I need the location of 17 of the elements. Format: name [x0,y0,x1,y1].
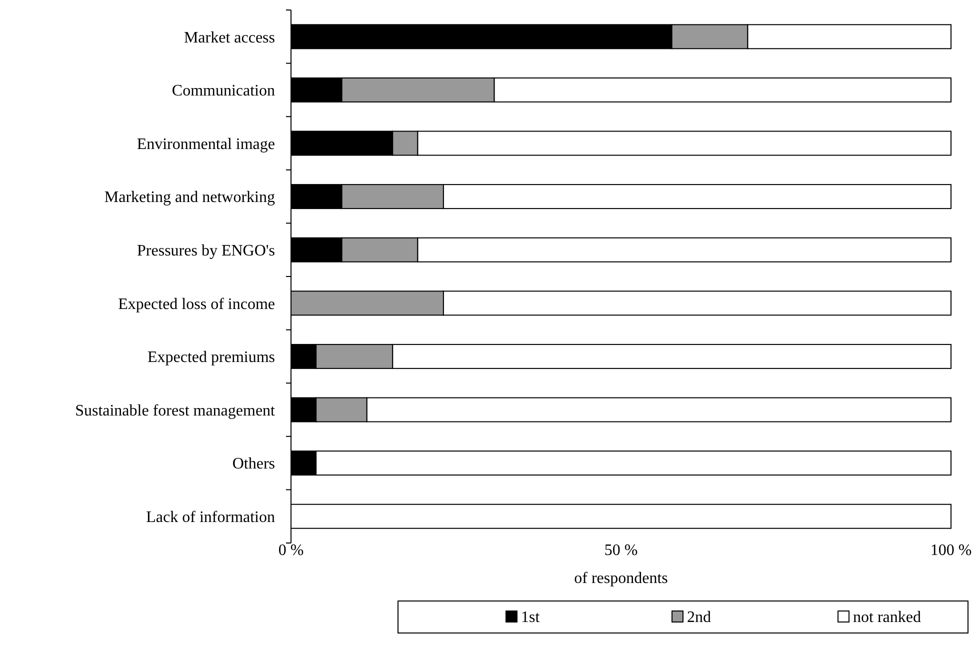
y-tick-label: Communication [172,82,275,100]
legend-label: 2nd [687,609,711,626]
y-tick-label: Marketing and networking [104,189,275,206]
y-tick-label: Pressures by ENGO's [137,242,275,260]
x-axis-title: of respondents [574,570,668,587]
x-tick-label: 100 % [930,542,972,559]
legend-label: not ranked [853,609,921,626]
x-tick-label: 0 % [278,542,304,559]
y-tick-label: Lack of information [146,508,275,526]
x-tick-label: 50 % [604,542,638,559]
y-tick-label: Expected premiums [147,349,275,366]
y-tick-label: Environmental image [136,136,275,153]
y-tick-label: Expected loss of income [118,296,275,313]
y-tick-label: Others [232,456,275,473]
y-tick-label: Sustainable forest management [75,402,276,420]
legend-label: 1st [521,609,540,626]
y-tick-label: Market access [184,29,275,46]
